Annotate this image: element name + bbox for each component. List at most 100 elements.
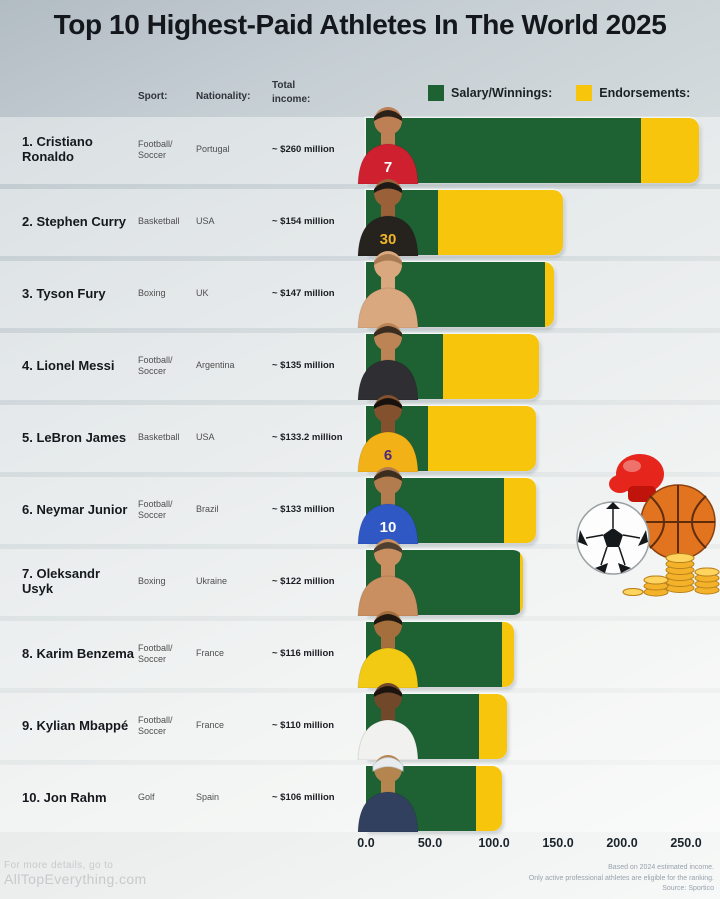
athlete-sport: Football/ Soccer: [138, 498, 173, 520]
soccer-ball-icon: [576, 501, 650, 575]
athlete-nationality: France: [196, 648, 225, 659]
athlete-row: 10. Jon Rahm Golf Spain ~ $106 million: [0, 755, 720, 836]
legend-salary-label: Salary/Winnings:: [451, 86, 553, 100]
athlete-sport: Basketball: [138, 216, 180, 227]
athlete-nationality: Brazil: [196, 504, 219, 515]
legend-item-endorsements: Endorsements:: [576, 85, 690, 101]
column-header-sport: Sport:: [138, 91, 168, 102]
column-header-nationality: Nationality:: [196, 91, 251, 102]
athlete-name: 8. Karim Benzema: [22, 645, 134, 661]
athlete-total-income: ~ $147 million: [272, 288, 335, 300]
endorsements-bar-segment: [476, 766, 502, 831]
svg-text:6: 6: [384, 447, 392, 464]
athlete-photo: 30: [350, 172, 426, 257]
athlete-nationality: Ukraine: [196, 576, 228, 587]
athlete-total-income: ~ $116 million: [272, 648, 335, 660]
athlete-name: 3. Tyson Fury: [22, 285, 106, 301]
athlete-sport: Boxing: [138, 288, 166, 299]
footer-source-note: Based on 2024 estimated income. Only act…: [529, 863, 714, 895]
x-axis-tick: 200.0: [606, 836, 638, 850]
athlete-total-income: ~ $106 million: [272, 792, 335, 804]
footer-details-text: For more details, go to: [4, 860, 114, 871]
page-title: Top 10 Highest-Paid Athletes In The Worl…: [53, 9, 667, 40]
athlete-sport: Football/ Soccer: [138, 138, 173, 160]
athlete-sport: Boxing: [138, 576, 166, 587]
athlete-bar-list: 1. Cristiano Ronaldo Football/ Soccer Po…: [0, 107, 720, 836]
athlete-photo: [350, 676, 426, 761]
athlete-sport: Basketball: [138, 432, 180, 443]
svg-text:10: 10: [380, 519, 397, 536]
x-axis-tick: 0.0: [357, 836, 375, 850]
athlete-total-income: ~ $135 million: [272, 360, 335, 372]
endorsements-bar-segment: [478, 694, 507, 759]
athlete-total-income: ~ $122 million: [272, 576, 335, 588]
athlete-total-income: ~ $154 million: [272, 216, 335, 228]
athlete-photo: [350, 604, 426, 689]
athlete-nationality: Spain: [196, 792, 220, 803]
athlete-row: 4. Lionel Messi Football/ Soccer Argenti…: [0, 323, 720, 404]
basketball-icon: [640, 484, 716, 560]
athlete-photo: 7: [350, 100, 426, 185]
legend-endorsements-label: Endorsements:: [599, 86, 691, 100]
athlete-row: 9. Kylian Mbappé Football/ Soccer France…: [0, 683, 720, 764]
athlete-name: 1. Cristiano Ronaldo: [22, 134, 93, 164]
x-axis-tick: 50.0: [417, 836, 443, 850]
endorsements-bar-segment: [504, 478, 537, 543]
athlete-photo: [350, 748, 426, 833]
x-axis-tick: 150.0: [542, 836, 574, 850]
athlete-sport: Football/ Soccer: [138, 642, 173, 664]
athlete-row: 8. Karim Benzema Football/ Soccer France…: [0, 611, 720, 692]
athlete-name: 7. Oleksandr Usyk: [22, 566, 101, 596]
athlete-row: 2. Stephen Curry Basketball USA ~ $154 m…: [0, 179, 720, 260]
athlete-nationality: Portugal: [196, 144, 230, 155]
athlete-nationality: USA: [196, 432, 215, 443]
athlete-name: 4. Lionel Messi: [22, 357, 115, 373]
endorsements-bar-segment: [545, 262, 555, 327]
x-axis-tick: 250.0: [670, 836, 702, 850]
athlete-total-income: ~ $133.2 million: [272, 432, 343, 444]
legend: Salary/Winnings: Endorsements:: [428, 85, 690, 101]
athlete-sport: Golf: [138, 792, 155, 803]
athlete-row: 3. Tyson Fury Boxing UK ~ $147 million: [0, 251, 720, 332]
athlete-photo: [350, 316, 426, 401]
footer-site-name: AllTopEverything.com: [4, 871, 147, 887]
endorsements-bar-segment: [437, 190, 564, 255]
endorsements-bar-segment: [427, 406, 537, 471]
athlete-photo: 6: [350, 388, 426, 473]
legend-item-salary: Salary/Winnings:: [428, 85, 552, 101]
endorsements-bar-segment: [641, 118, 699, 183]
athlete-name: 2. Stephen Curry: [22, 213, 127, 229]
source-note-line2: Only active professional athletes are el…: [528, 874, 714, 882]
athlete-nationality: USA: [196, 216, 215, 227]
endorsements-bar-segment: [442, 334, 539, 399]
athlete-name: 6. Neymar Junior: [22, 501, 128, 517]
athlete-row: 7. Oleksandr Usyk Boxing Ukraine ~ $122 …: [0, 539, 720, 620]
athlete-photo: [350, 244, 426, 329]
athlete-nationality: France: [196, 720, 225, 731]
gold-coins-icon: [622, 553, 720, 597]
athlete-name: 9. Kylian Mbappé: [22, 717, 129, 733]
source-note-line1: Based on 2024 estimated income.: [608, 864, 714, 871]
athlete-sport: Football/ Soccer: [138, 714, 173, 736]
athlete-total-income: ~ $110 million: [272, 720, 335, 732]
athlete-photo: 10: [350, 460, 426, 545]
athlete-photo: [350, 532, 426, 617]
column-header-total-income: Total income:: [272, 80, 311, 105]
endorsements-swatch-icon: [576, 85, 593, 101]
endorsements-bar-segment: [519, 550, 523, 615]
athlete-row: 1. Cristiano Ronaldo Football/ Soccer Po…: [0, 107, 720, 188]
athlete-row: 5. LeBron James Basketball USA ~ $133.2 …: [0, 395, 720, 476]
x-axis: 0.0 50.0 100.0 150.0 200.0 250.0: [0, 836, 720, 854]
athlete-nationality: Argentina: [196, 360, 235, 371]
x-axis-tick: 100.0: [478, 836, 510, 850]
svg-text:7: 7: [384, 159, 392, 176]
athlete-total-income: ~ $133 million: [272, 504, 335, 516]
athlete-nationality: UK: [196, 288, 209, 299]
source-note-line3: Source: Sportico: [662, 885, 714, 892]
salary-swatch-icon: [428, 85, 444, 101]
svg-text:30: 30: [380, 231, 397, 248]
athlete-name: 10. Jon Rahm: [22, 789, 107, 805]
footer-site-credit: For more details, go to AllTopEverything…: [4, 860, 147, 887]
athlete-name: 5. LeBron James: [22, 429, 127, 445]
endorsements-bar-segment: [501, 622, 515, 687]
